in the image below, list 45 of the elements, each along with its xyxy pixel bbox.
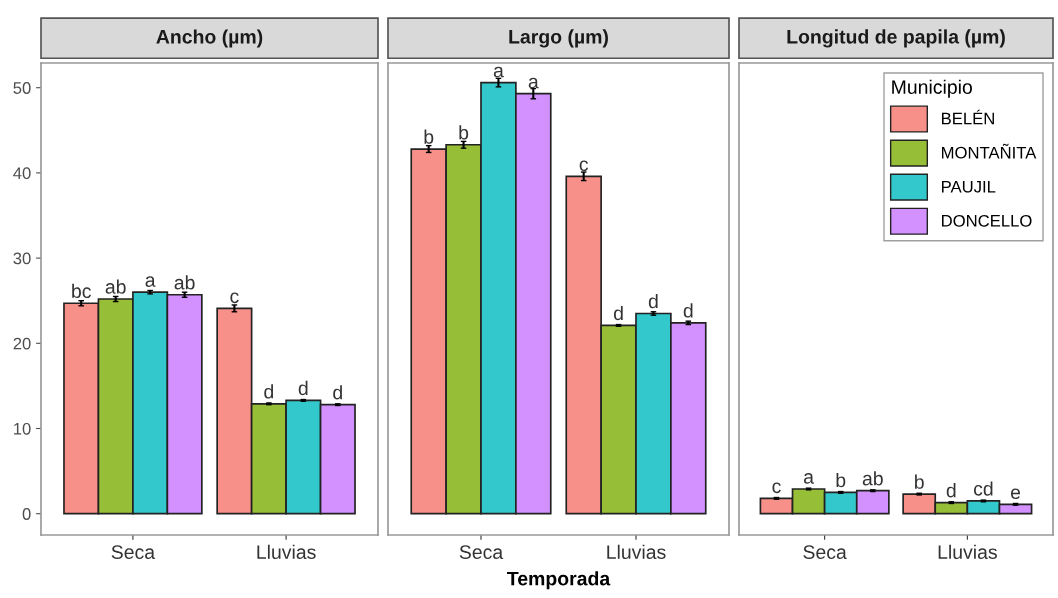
x-tick-label: Seca [803,545,847,559]
legend-title: Municipio [892,79,972,98]
legend-label: PAUJIL [942,180,996,193]
legend-label: BELÉN [942,109,994,125]
data-label: b [459,125,469,140]
x-tick-label: Seca [459,545,504,559]
y-tick-label: 50 [13,82,31,94]
data-label: d [683,303,693,318]
x-axis-title: Temporada [507,571,611,590]
data-label: b [424,129,434,144]
y-tick-label: 40 [13,167,31,180]
data-label: c [579,160,589,172]
chart-title: Ancho (µm) [156,29,263,48]
data-label: e [1010,488,1021,500]
x-tick-label: Lluvias [938,544,997,559]
x-tick-label: Lluvias [257,544,316,559]
data-label: ab [105,279,126,294]
data-label: a [804,473,814,484]
y-tick-label: 30 [13,252,31,265]
data-label: a [145,276,156,287]
data-label: d [648,293,658,309]
legend-label: MONTAÑITA [942,143,1037,159]
chart-title: Longitud de papila (µm) [787,29,1005,48]
data-label: d [298,380,308,396]
y-tick-label: 0 [22,508,31,520]
data-label: b [836,472,846,488]
data-label: d [264,384,274,399]
chart-title: Largo (µm) [509,29,608,48]
x-tick-label: Lluvias [607,544,666,559]
data-label: d [333,385,342,400]
data-label: c [230,292,239,304]
x-tick-label: Seca [111,545,156,559]
data-label: a [528,77,539,89]
data-label: c [772,482,781,494]
data-label: d [613,305,623,321]
data-label: a [493,66,504,78]
data-label: b [915,474,924,489]
data-label: bc [72,283,91,299]
data-label: ab [174,275,195,290]
data-label: d [946,483,956,498]
legend-label: DONCELLO [942,214,1032,227]
data-label: cd [973,481,993,496]
y-tick-label: 10 [14,422,31,435]
y-tick-label: 20 [13,337,31,350]
data-label: ab [862,471,883,486]
